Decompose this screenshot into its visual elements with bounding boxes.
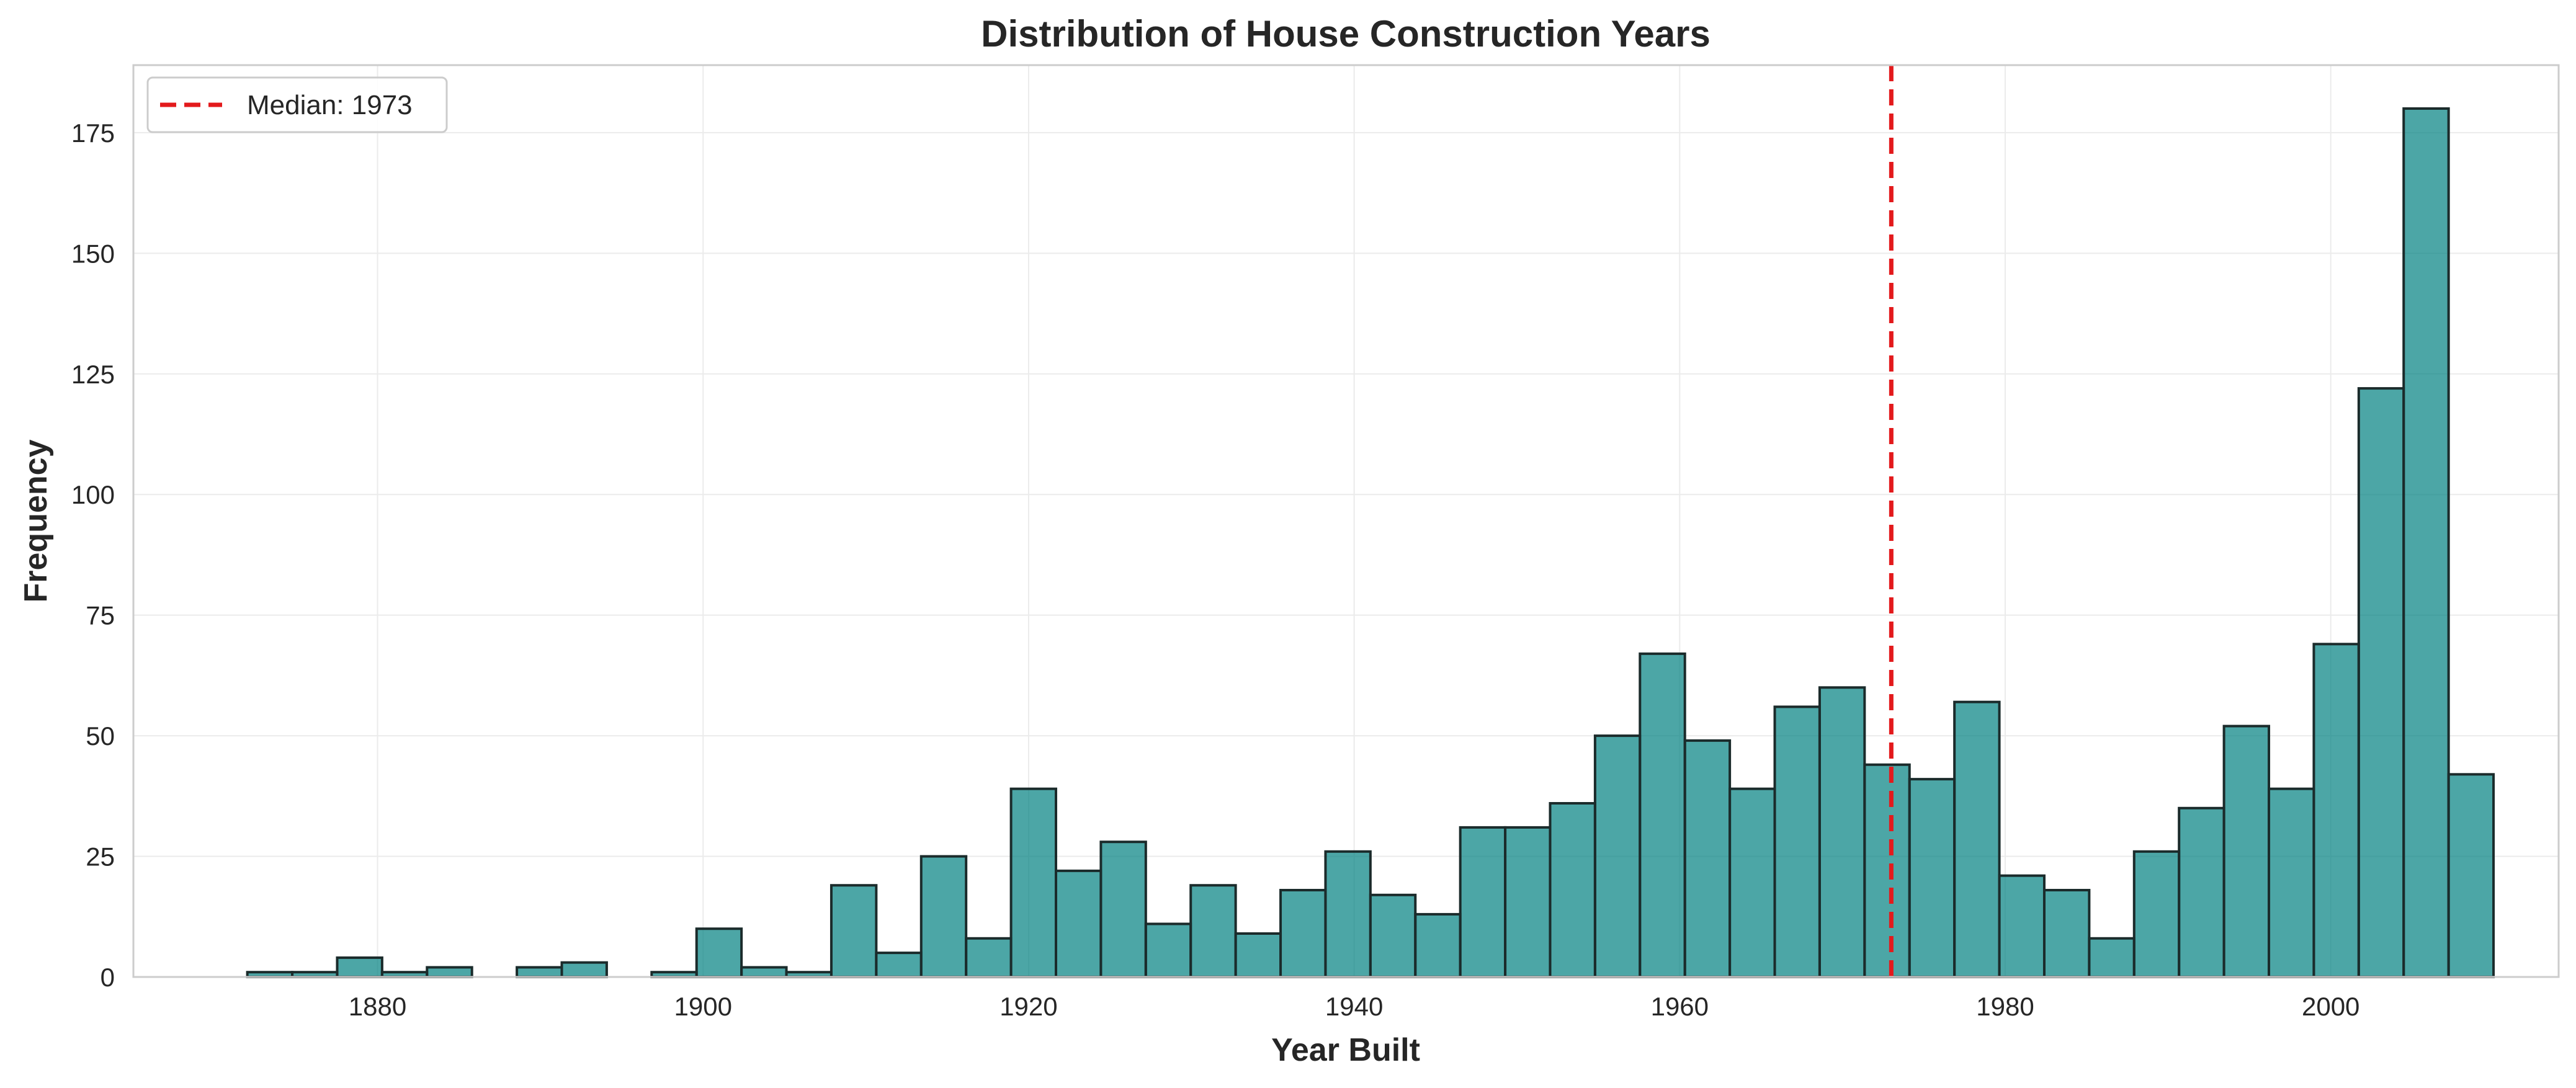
x-tick-label: 2000 [2302,992,2359,1021]
histogram-bar [1998,874,2046,978]
x-tick-label: 1980 [1976,992,2034,1021]
histogram-bar [2312,643,2360,979]
x-tick-label: 1940 [1325,992,1383,1021]
legend: Median: 1973 [146,76,448,133]
histogram-bar [1099,841,1147,978]
histogram-bar [1054,869,1102,979]
histogram-bar [1144,922,1192,979]
histogram-bars [246,107,2495,979]
histogram-bar [1953,700,2001,978]
histogram-bar [740,966,788,979]
histogram-bar [2132,850,2181,979]
x-tick-label: 1920 [1000,992,1057,1021]
plot-frame [132,64,2560,978]
y-tick-label: 25 [86,842,115,872]
grid-lines [133,65,2559,978]
histogram-bar [1639,652,1686,978]
histogram-bar [2357,387,2405,978]
histogram-bar [830,884,878,978]
histogram-bar [919,855,968,978]
histogram-bar [1459,826,1507,979]
histogram-bar [1324,850,1372,979]
x-tick-labels: 1880 1900 1920 1940 1960 1980 2000 [349,992,2360,1021]
histogram-bar [2042,889,2091,978]
histogram-bar [1009,787,1057,978]
histogram-bar [1773,705,1821,978]
y-tick-label: 50 [86,721,115,751]
histogram-bar [2268,787,2315,978]
x-tick-label: 1880 [349,992,406,1021]
histogram-bar [2088,937,2135,979]
y-tick-label: 150 [71,239,115,268]
histogram-bar [1369,893,1417,979]
histogram-bar [875,952,923,978]
histogram-bar [1549,802,1596,978]
x-axis-label: Year Built [1271,1032,1420,1068]
histogram-bar [965,937,1013,979]
histogram-bar [560,961,608,978]
legend-label: Median: 1973 [247,90,413,120]
histogram-bar [1414,912,1462,979]
histogram-bar [695,927,743,978]
histogram-bar [2402,107,2450,978]
histogram-bar [1593,734,1642,978]
histogram-bar [1504,826,1552,979]
histogram-bar [2447,773,2495,979]
chart-title: Distribution of House Construction Years [981,13,1711,55]
histogram-bar [1863,763,1911,979]
histogram-bar [1234,932,1282,978]
histogram-bar [516,966,563,979]
histogram-bar [426,966,473,979]
histogram-bar [1279,889,1327,978]
x-tick-label: 1900 [674,992,732,1021]
y-tick-label: 100 [71,480,115,509]
y-axis-label: Frequency [18,439,54,602]
y-tick-label: 0 [101,963,115,992]
y-tick-labels: 0 25 50 75 100 125 150 175 [71,118,115,992]
y-tick-label: 175 [71,118,115,148]
histogram-bar [1818,686,1866,979]
histogram-bar [1729,787,1776,978]
x-tick-label: 1960 [1651,992,1709,1021]
histogram-bar [2222,725,2271,978]
histogram-bar [336,956,383,979]
histogram-bar [1683,739,1732,979]
histogram-bar [1189,884,1237,978]
y-tick-label: 125 [71,360,115,389]
y-tick-label: 75 [86,601,115,630]
legend-box [146,76,448,133]
histogram-bar [1908,778,1956,978]
histogram-bar [2178,806,2225,979]
